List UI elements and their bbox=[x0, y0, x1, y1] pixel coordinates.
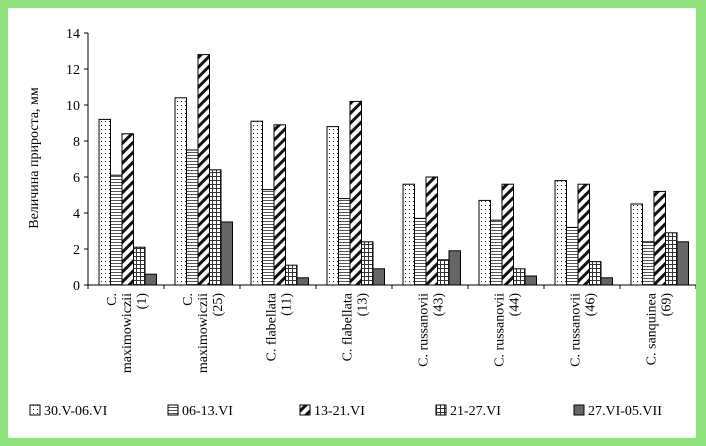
x-tick-label: C. flabellata(11) bbox=[265, 292, 295, 361]
bar bbox=[554, 180, 567, 286]
x-tick-labels: C.maximowiczii(1) C.maximowiczii(25) C. fl… bbox=[105, 292, 675, 373]
x-tick-label: C. flabellata(13) bbox=[341, 292, 371, 361]
axes: 0 2 4 6 8 10 12 14 bbox=[66, 27, 696, 294]
y-tick-label: 8 bbox=[73, 135, 80, 150]
bar bbox=[437, 259, 450, 286]
bar bbox=[372, 268, 385, 286]
y-tick-label: 2 bbox=[73, 243, 80, 258]
legend: 30.V-06.VI 06-13.VI 13-21.VI 21-27.VI 27.VI-… bbox=[29, 404, 662, 419]
bar bbox=[220, 221, 233, 286]
bar bbox=[524, 275, 537, 286]
bar bbox=[501, 183, 514, 286]
bar bbox=[425, 176, 438, 286]
legend-label: 13-21.VI bbox=[314, 404, 365, 419]
bar bbox=[642, 241, 655, 286]
y-tick-label: 6 bbox=[73, 171, 80, 186]
bar bbox=[402, 183, 415, 286]
bar bbox=[414, 217, 427, 286]
bar bbox=[174, 97, 187, 286]
bar bbox=[338, 198, 351, 286]
legend-swatch bbox=[435, 404, 447, 416]
x-tick-label: C.maximowiczii(25) bbox=[181, 293, 226, 373]
legend-swatch bbox=[299, 404, 311, 416]
bar bbox=[296, 277, 309, 286]
y-tick-label: 0 bbox=[73, 279, 80, 294]
legend-swatch bbox=[573, 404, 585, 416]
legend-swatch bbox=[167, 404, 179, 416]
bar bbox=[448, 250, 461, 286]
bar bbox=[110, 174, 123, 286]
bar bbox=[653, 190, 666, 286]
legend-label: 06-13.VI bbox=[182, 404, 233, 419]
bar bbox=[133, 246, 146, 286]
bar bbox=[566, 226, 579, 286]
bar bbox=[285, 264, 298, 286]
y-tick-label: 4 bbox=[73, 207, 80, 222]
y-axis-label: Величина прироста, мм bbox=[27, 87, 42, 229]
bar bbox=[144, 273, 157, 286]
bar bbox=[209, 169, 222, 286]
bar bbox=[273, 124, 286, 286]
bar bbox=[630, 203, 643, 286]
bars bbox=[98, 54, 689, 286]
x-tick-label: C. russanovii(44) bbox=[493, 293, 523, 367]
legend-label: 30.V-06.VI bbox=[44, 404, 108, 419]
bar bbox=[262, 189, 275, 286]
legend-label: 21-27.VI bbox=[450, 404, 501, 419]
x-tick-label: C. russanovii(43) bbox=[417, 293, 447, 367]
legend-swatch bbox=[29, 404, 41, 416]
bar bbox=[676, 241, 689, 286]
bar bbox=[589, 261, 602, 286]
x-tick-label: C. russanovii(46) bbox=[569, 293, 599, 367]
bar bbox=[349, 100, 362, 286]
bar bbox=[513, 268, 526, 286]
bar bbox=[665, 232, 678, 286]
y-tick-label: 10 bbox=[66, 99, 80, 114]
bar bbox=[98, 118, 111, 286]
bar bbox=[478, 199, 491, 286]
bar bbox=[326, 126, 339, 286]
bar bbox=[577, 183, 590, 286]
legend-label: 27.VI-05.VII bbox=[588, 404, 662, 419]
bar bbox=[186, 149, 199, 286]
bar bbox=[250, 120, 263, 286]
y-tick-label: 12 bbox=[66, 63, 80, 78]
y-tick-label: 14 bbox=[66, 27, 80, 42]
bar bbox=[197, 54, 210, 286]
x-tick-label: C.maximowiczii(1) bbox=[105, 293, 150, 373]
bar bbox=[600, 277, 613, 286]
bar bbox=[490, 219, 503, 286]
chart-frame: 0 2 4 6 8 10 12 14 C.maximowiczii(1) C.maximowic… bbox=[8, 8, 696, 438]
x-tick-label: C. sanquinea(69) bbox=[645, 292, 675, 365]
bar bbox=[361, 241, 374, 286]
bar bbox=[121, 133, 134, 286]
